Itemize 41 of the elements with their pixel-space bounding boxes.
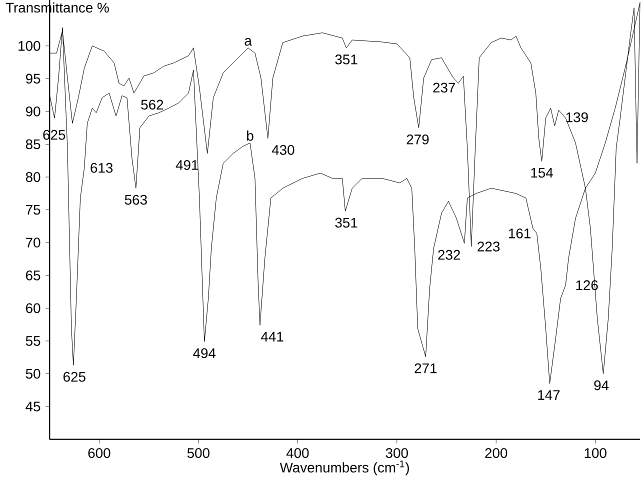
y-tick-label: 75 (26, 204, 40, 215)
annotation: 491 (176, 160, 198, 170)
annotation: 154 (531, 168, 553, 178)
annotation: 232 (438, 250, 460, 260)
annotation: 563 (124, 194, 147, 205)
annotation: 271 (414, 363, 437, 374)
y-tick-label: 45 (26, 402, 40, 412)
annotation: 430 (272, 144, 294, 155)
x-axis-title: Wavenumbers (cm$^{-1}$) (280, 460, 409, 476)
y-tick-label: 70 (26, 238, 40, 248)
y-tick-label: 100 (18, 40, 40, 51)
annotation: 351 (335, 54, 358, 64)
x-tick-label: 500 (187, 448, 210, 458)
annotation: 494 (193, 348, 216, 358)
annotation: 237 (433, 82, 456, 93)
x-tick-label: 600 (88, 448, 110, 458)
annotation: 161 (508, 228, 530, 238)
annotation: 351 (335, 218, 358, 228)
x-tick-label: 100 (584, 448, 606, 458)
x-tick-label: 400 (286, 448, 309, 458)
annotation: 279 (406, 134, 429, 144)
y-tick-label: 65 (26, 270, 40, 280)
annotation: 147 (538, 390, 560, 400)
y-tick-label: 55 (26, 336, 40, 346)
y-tick-label: 60 (26, 303, 40, 314)
annotation: 562 (141, 100, 164, 110)
annotation: 94 (594, 380, 609, 390)
y-tick-label: 95 (26, 74, 40, 84)
annotation: 625 (64, 372, 86, 382)
series-label: b (247, 130, 254, 141)
annotation: 613 (90, 162, 113, 173)
y-tick-label: 90 (26, 106, 40, 116)
y-tick-label: 50 (26, 368, 40, 379)
x-tick-label: 300 (386, 448, 408, 458)
y-tick-label: 85 (26, 139, 40, 150)
annotation: 139 (566, 112, 588, 122)
annotation: 441 (260, 332, 284, 342)
y-tick-label: 80 (26, 172, 40, 182)
annotation: 223 (478, 242, 500, 252)
series-label: a (244, 38, 252, 46)
x-tick-label: 200 (485, 448, 508, 458)
